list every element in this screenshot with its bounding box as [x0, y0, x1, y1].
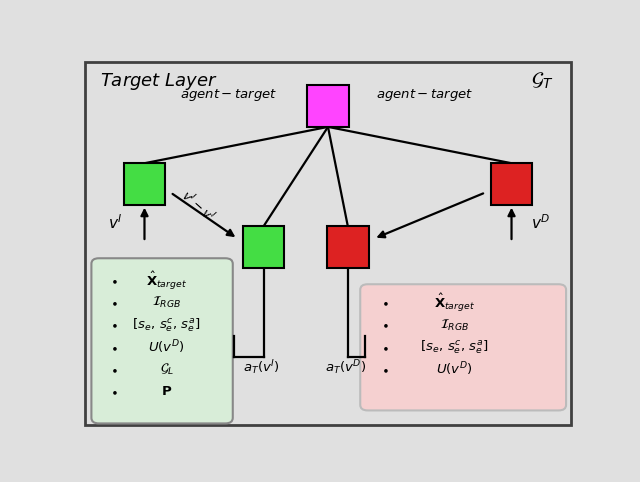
Text: $agent-target$: $agent-target$ — [180, 87, 278, 103]
Text: $\bullet$: $\bullet$ — [110, 296, 118, 309]
Bar — [491, 163, 532, 205]
Text: $\bullet$: $\bullet$ — [381, 296, 389, 309]
Text: $\bullet$: $\bullet$ — [381, 363, 389, 376]
Text: $\mathbf{P}$: $\mathbf{P}$ — [161, 386, 172, 398]
Text: $\mathcal{I}_{RGB}$: $\mathcal{I}_{RGB}$ — [152, 295, 181, 310]
Text: $\hat{\mathbf{X}}_{target}$: $\hat{\mathbf{X}}_{target}$ — [434, 292, 475, 314]
Text: $U(v^D)$: $U(v^D)$ — [436, 361, 473, 378]
FancyBboxPatch shape — [92, 258, 233, 423]
Text: $\bullet$: $\bullet$ — [110, 274, 118, 287]
Bar — [307, 85, 349, 127]
Text: $agent-target$: $agent-target$ — [376, 87, 474, 103]
Bar — [243, 227, 284, 268]
Text: $v^D$: $v^D$ — [531, 214, 550, 232]
Text: $\bullet$: $\bullet$ — [110, 319, 118, 332]
Bar — [327, 227, 369, 268]
Text: $\bullet$: $\bullet$ — [381, 341, 389, 354]
Text: $[s_e,\, s_e^c,\, s_e^a]$: $[s_e,\, s_e^c,\, s_e^a]$ — [132, 316, 201, 334]
Text: $\bullet$: $\bullet$ — [110, 363, 118, 376]
FancyBboxPatch shape — [85, 62, 571, 425]
Text: $v^I$: $v^I$ — [108, 214, 123, 232]
FancyBboxPatch shape — [360, 284, 566, 411]
Text: $\mathcal{G}_L$: $\mathcal{G}_L$ — [159, 362, 174, 377]
Text: $\mathcal{G}_T$: $\mathcal{G}_T$ — [531, 71, 554, 91]
Bar — [124, 163, 165, 205]
Text: $[s_e,\, s_e^c,\, s_e^a]$: $[s_e,\, s_e^c,\, s_e^a]$ — [420, 338, 489, 356]
Text: $a_T(v^D)$: $a_T(v^D)$ — [324, 359, 366, 377]
Text: $a_T(v^I)$: $a_T(v^I)$ — [243, 359, 280, 377]
Text: $U(v^D)$: $U(v^D)$ — [148, 338, 185, 356]
Text: $\bullet$: $\bullet$ — [381, 319, 389, 332]
Text: $\hat{\mathbf{X}}_{target}$: $\hat{\mathbf{X}}_{target}$ — [147, 269, 188, 292]
Text: $\mathcal{I}_{RGB}$: $\mathcal{I}_{RGB}$ — [440, 318, 469, 333]
Text: $\mathit{Target\ Layer}$: $\mathit{Target\ Layer}$ — [100, 71, 218, 92]
Text: $\bullet$: $\bullet$ — [110, 386, 118, 398]
Text: $\bullet$: $\bullet$ — [110, 341, 118, 354]
Text: $v^I-v^I$: $v^I-v^I$ — [178, 187, 218, 226]
